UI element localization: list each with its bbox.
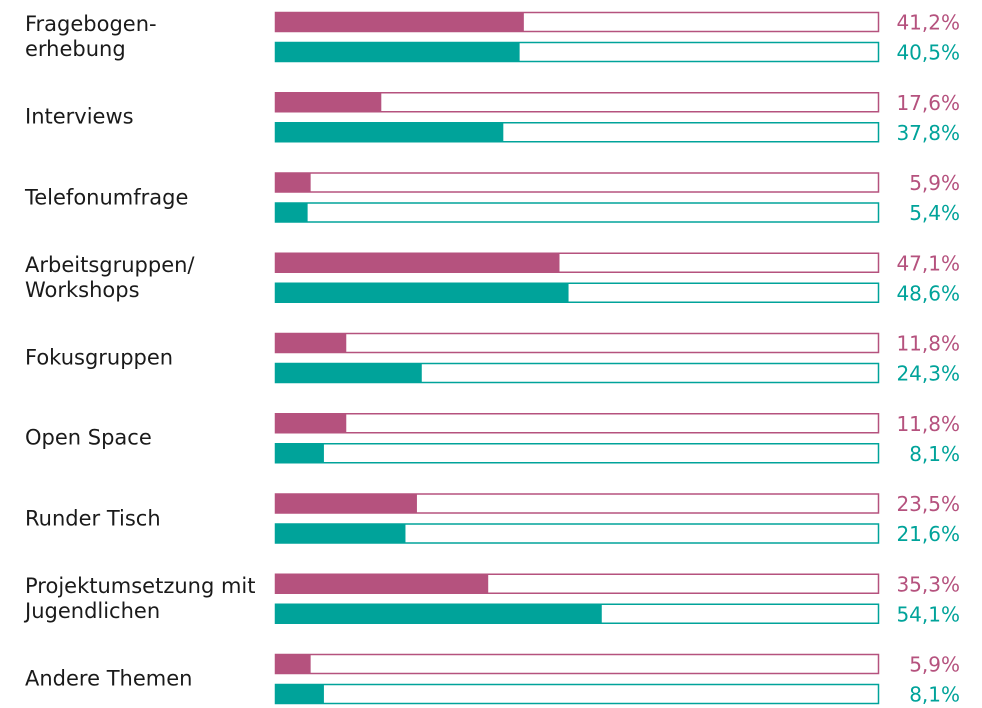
bar	[275, 443, 324, 464]
bar	[275, 12, 524, 32]
category-label: Runder Tisch	[25, 506, 161, 530]
bar	[275, 413, 347, 434]
bar	[275, 573, 489, 594]
bar	[275, 282, 569, 303]
category-label: Fragebogen- erhebung	[25, 12, 157, 61]
bar	[275, 493, 417, 514]
category-label: Open Space	[25, 425, 152, 450]
value-label: 24,3%	[896, 362, 960, 386]
category-label: Arbeitsgruppen/ Workshops	[25, 252, 195, 302]
category-label: Fokusgruppen	[25, 345, 174, 370]
bar	[275, 333, 347, 353]
value-label: 35,3%	[896, 572, 960, 596]
value-label: 40,5%	[896, 41, 960, 65]
value-label: 5,9%	[909, 171, 960, 195]
bar	[275, 523, 406, 544]
value-label: 47,1%	[896, 251, 960, 275]
value-label: 8,1%	[909, 683, 960, 707]
value-label: 54,1%	[896, 602, 960, 626]
bar	[275, 252, 560, 273]
bar	[275, 603, 602, 624]
bar-track	[274, 172, 880, 193]
bar-track	[274, 683, 880, 705]
category-label: Interviews	[25, 104, 134, 129]
value-label: 5,9%	[909, 653, 960, 677]
bar-track	[274, 653, 880, 675]
bar-track	[274, 443, 880, 464]
bar	[275, 122, 504, 143]
value-label: 23,5%	[896, 492, 960, 516]
bar	[275, 363, 422, 383]
bar	[275, 654, 311, 674]
bar-track	[274, 202, 880, 223]
category-label: Andere Themen	[25, 666, 193, 691]
value-label: 41,2%	[896, 11, 960, 35]
value-label: 8,1%	[909, 442, 960, 466]
value-label: 37,8%	[896, 121, 960, 145]
value-label: 21,6%	[896, 522, 960, 546]
value-label: 48,6%	[896, 281, 960, 305]
bar-track	[274, 332, 880, 354]
bar	[275, 42, 520, 62]
bar	[275, 92, 382, 113]
value-label: 17,6%	[896, 91, 960, 115]
value-label: 5,4%	[909, 201, 960, 225]
bar	[275, 202, 308, 223]
category-label: Projektumsetzung mit Jugendlichen	[25, 573, 256, 623]
category-label: Telefonumfrage	[25, 185, 189, 209]
bar-track	[274, 413, 880, 434]
value-label: 11,8%	[896, 332, 960, 356]
value-label: 11,8%	[896, 412, 960, 436]
bar	[275, 684, 324, 704]
bar	[275, 172, 311, 193]
